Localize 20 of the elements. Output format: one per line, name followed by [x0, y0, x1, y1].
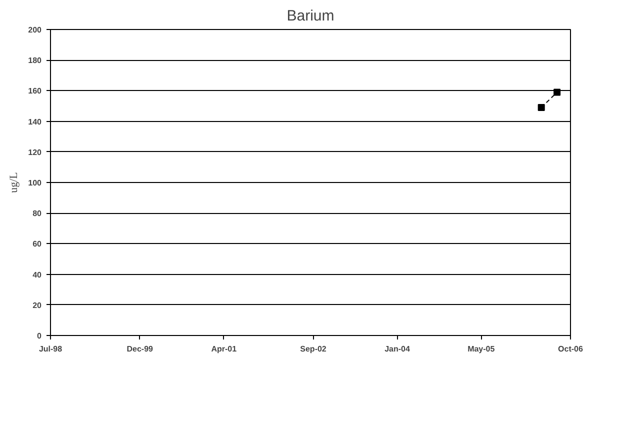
y-tick-label: 180: [28, 56, 42, 66]
y-tick-label: 120: [28, 148, 42, 157]
x-tick-label: Apr-01: [211, 344, 238, 354]
x-tick-label: Jan-04: [384, 344, 411, 354]
y-tick-label: 0: [37, 332, 42, 340]
y-tick-label: 20: [32, 300, 42, 310]
y-tick-label: 100: [28, 178, 42, 188]
x-tick-label: Jul-98: [38, 344, 63, 354]
x-tick-label: May-05: [468, 344, 496, 354]
x-tick-label: Sep-02: [300, 344, 327, 354]
y-tick-label: 80: [32, 209, 42, 218]
y-axis-title: ug/L: [8, 172, 20, 193]
y-tick-label: 40: [32, 270, 42, 280]
x-tick-label: Dec-99: [126, 344, 154, 354]
y-tick-label: 140: [28, 117, 42, 126]
y-tick-label: 60: [32, 240, 42, 249]
x-tick-label: Oct-06: [558, 344, 584, 354]
y-tick-label: 160: [28, 86, 42, 96]
y-tick-label: 200: [28, 26, 42, 34]
chart-title: Barium: [286, 8, 334, 24]
